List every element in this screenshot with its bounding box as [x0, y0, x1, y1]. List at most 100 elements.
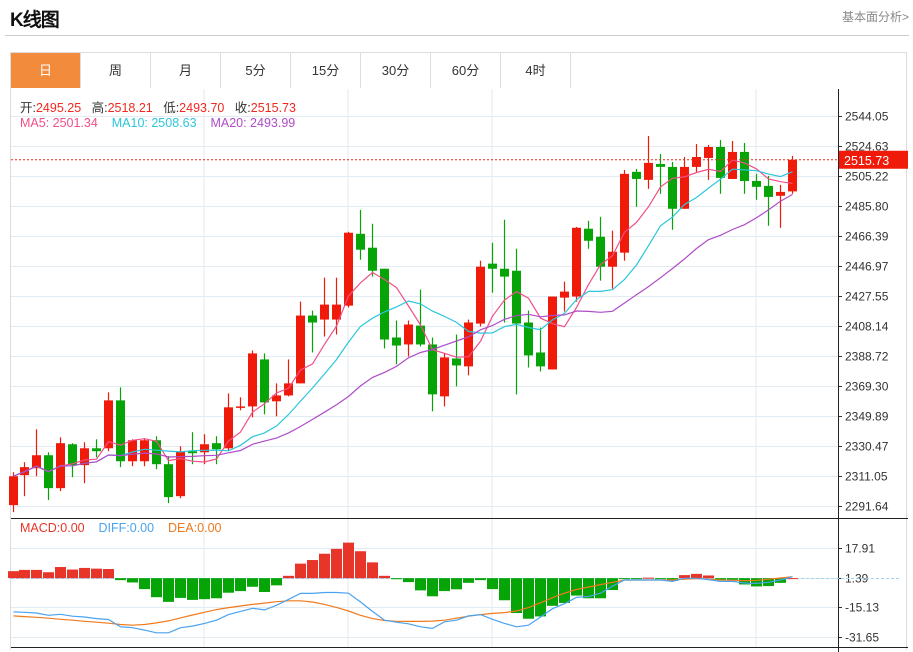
macd-tick-label: 17.91	[845, 542, 875, 556]
candle-body	[416, 325, 425, 345]
tab-month[interactable]: 月	[151, 53, 221, 88]
price-tick-label: 2485.80	[845, 200, 889, 214]
price-tick-label: 2505.22	[845, 170, 889, 184]
macd-value: MACD:0.00	[20, 521, 85, 535]
macd-bar	[139, 578, 150, 590]
macd-bar	[739, 578, 750, 585]
candlestick	[488, 242, 497, 293]
candle-body	[272, 395, 281, 402]
macd-bar	[199, 578, 210, 600]
candlestick	[188, 432, 197, 465]
candlestick	[320, 277, 329, 337]
tab-5min[interactable]: 5分	[221, 53, 291, 88]
candlestick	[776, 184, 785, 228]
candle-body	[788, 159, 797, 192]
macd-bar	[439, 578, 450, 592]
candle-body	[212, 443, 221, 450]
candlestick	[32, 429, 41, 477]
candle-body	[500, 268, 509, 277]
candle-body	[320, 304, 329, 320]
macd-bar	[295, 563, 306, 579]
tab-day[interactable]: 日	[11, 53, 81, 88]
price-tick-label: 2427.55	[845, 290, 889, 304]
candlestick	[680, 157, 689, 209]
candle-body	[704, 146, 713, 158]
candle-body	[680, 166, 689, 209]
price-tick-label: 2408.14	[845, 320, 889, 334]
candlestick	[200, 434, 209, 465]
candlestick	[560, 281, 569, 312]
price-tick-label: 2544.05	[845, 110, 889, 124]
candle-body	[584, 228, 593, 241]
candlestick	[644, 136, 653, 189]
candle-body	[668, 166, 677, 209]
tab-30min[interactable]: 30分	[361, 53, 431, 88]
candlestick	[572, 226, 581, 302]
macd-bar	[511, 578, 522, 614]
candlestick	[668, 161, 677, 230]
tab-60min[interactable]: 60分	[431, 53, 501, 88]
price-tick-label: 2446.97	[845, 260, 889, 274]
candlestick	[20, 462, 29, 497]
macd-bar	[127, 578, 138, 583]
candle-body	[176, 451, 185, 497]
tab-week[interactable]: 周	[81, 53, 151, 88]
candle-body	[200, 444, 209, 453]
candlestick	[476, 260, 485, 327]
candle-body	[596, 236, 605, 267]
macd-tick-label: -31.65	[845, 631, 879, 645]
last-price-label: 2515.73	[844, 154, 889, 168]
candlestick	[92, 439, 101, 458]
macd-legend: MACD:0.00 DIFF:0.00 DEA:0.00	[20, 521, 222, 535]
macd-bar	[475, 578, 486, 581]
ma20-value: MA20: 2493.99	[210, 116, 296, 130]
macd-bar	[679, 575, 690, 579]
macd-bar	[259, 578, 270, 592]
candle-body	[440, 357, 449, 397]
candlestick	[44, 452, 53, 501]
candlestick	[788, 155, 797, 194]
tab-15min[interactable]: 15分	[291, 53, 361, 88]
chart-frame	[10, 88, 907, 650]
low-label: 低:	[163, 101, 180, 115]
candle-body	[728, 151, 737, 179]
macd-bar	[559, 578, 570, 603]
macd-bar	[103, 569, 114, 579]
macd-bar	[355, 551, 366, 579]
fundamental-analysis-link[interactable]: 基本面分析>	[841, 10, 909, 24]
macd-bar	[223, 578, 234, 593]
candle-body	[332, 304, 341, 320]
price-tick-label: 2369.30	[845, 380, 889, 394]
candle-body	[428, 344, 437, 395]
candle-body	[92, 448, 101, 452]
candle-body	[9, 476, 18, 506]
candlestick	[620, 170, 629, 261]
diff-line	[13, 576, 793, 634]
candle-body	[368, 247, 377, 271]
macd-bar	[151, 578, 162, 598]
candlestick	[692, 144, 701, 172]
macd-bar	[331, 548, 342, 579]
candlestick	[356, 209, 365, 260]
tab-4hour[interactable]: 4时	[501, 53, 571, 88]
macd-bar	[283, 575, 294, 579]
macd-bar	[403, 578, 414, 583]
candle-body	[68, 444, 77, 466]
candlestick	[248, 350, 257, 418]
candle-body	[248, 353, 257, 407]
candle-body	[104, 400, 113, 449]
candlestick	[128, 439, 137, 467]
candle-body	[140, 440, 149, 462]
candle-body	[392, 337, 401, 346]
macd-bar	[163, 578, 174, 602]
candle-body	[152, 440, 161, 465]
macd-bar	[631, 578, 642, 580]
candle-body	[404, 324, 413, 345]
low-value: 2493.70	[179, 101, 225, 115]
last-price-badge	[839, 150, 908, 169]
candlestick	[524, 310, 533, 368]
macd-bar	[607, 578, 618, 591]
ma20-line	[13, 193, 793, 477]
macd-bar	[175, 578, 186, 598]
